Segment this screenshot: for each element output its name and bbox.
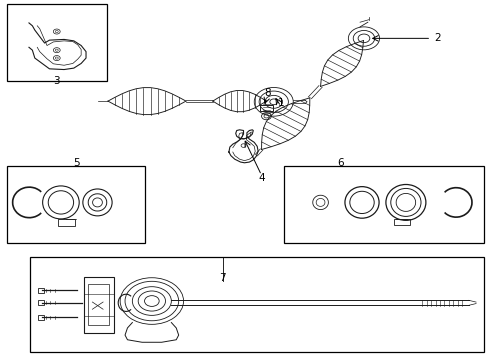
- Bar: [83, 277, 114, 333]
- Bar: [6, 166, 144, 243]
- Bar: [59, 219, 75, 226]
- Bar: [6, 4, 107, 81]
- Text: 1: 1: [277, 98, 284, 108]
- Text: 4: 4: [258, 173, 264, 183]
- Text: 2: 2: [433, 33, 440, 43]
- Text: 8: 8: [264, 88, 271, 98]
- Text: 6: 6: [337, 158, 344, 168]
- Bar: [283, 166, 484, 243]
- Bar: [38, 300, 43, 305]
- Text: 7: 7: [219, 273, 225, 283]
- Text: 5: 5: [73, 158, 80, 168]
- Bar: [259, 105, 273, 111]
- Bar: [88, 284, 109, 325]
- Bar: [38, 288, 43, 293]
- Text: 3: 3: [53, 76, 60, 86]
- Bar: [38, 315, 43, 320]
- Bar: [30, 257, 484, 352]
- Bar: [393, 219, 409, 225]
